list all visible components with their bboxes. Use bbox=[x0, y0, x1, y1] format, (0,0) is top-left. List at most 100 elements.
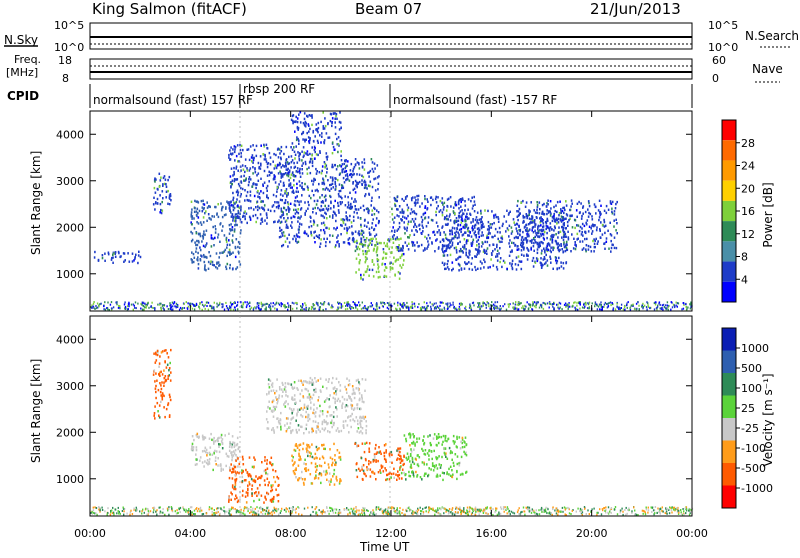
power-cell bbox=[487, 241, 489, 243]
power-ground-cell bbox=[127, 305, 128, 307]
power-cell bbox=[159, 194, 161, 196]
power-cell bbox=[532, 227, 534, 229]
power-cell bbox=[434, 234, 436, 236]
power-cell bbox=[460, 224, 462, 226]
power-cell bbox=[344, 163, 346, 165]
velocity-cell bbox=[340, 458, 342, 460]
power-cell bbox=[240, 180, 242, 182]
power-ground-cell bbox=[518, 301, 519, 303]
power-cell bbox=[526, 233, 528, 235]
velocity-cell bbox=[358, 445, 360, 447]
power-cell bbox=[534, 225, 536, 227]
power-cell bbox=[332, 152, 334, 154]
power-cell bbox=[342, 163, 344, 165]
velocity-cell bbox=[424, 463, 426, 465]
velocity-cell bbox=[195, 458, 197, 460]
power-cell bbox=[299, 236, 301, 238]
power-cell bbox=[209, 217, 211, 219]
power-cell bbox=[336, 118, 338, 120]
power-ground-cell bbox=[166, 305, 167, 307]
power-cell bbox=[598, 209, 600, 211]
power-cell bbox=[334, 200, 336, 202]
power-cell bbox=[345, 211, 347, 213]
power-cell bbox=[599, 211, 601, 213]
power-cell bbox=[324, 205, 326, 207]
power-ground-cell bbox=[601, 309, 602, 311]
power-cell bbox=[565, 227, 567, 229]
power-cell bbox=[401, 266, 403, 268]
velocity-cell bbox=[358, 381, 360, 383]
power-ground-cell bbox=[615, 308, 616, 310]
power-cell bbox=[224, 214, 226, 216]
velocity-cell bbox=[457, 463, 459, 465]
velocity-cell bbox=[160, 371, 162, 373]
power-cell bbox=[230, 175, 232, 177]
power-cell bbox=[309, 195, 311, 197]
power-cell bbox=[260, 155, 262, 157]
power-cell bbox=[591, 233, 593, 235]
power-ground-cell bbox=[272, 305, 273, 307]
power-cell bbox=[399, 222, 401, 224]
power-cell bbox=[466, 216, 468, 218]
velocity-cell bbox=[410, 433, 412, 435]
power-cell bbox=[323, 125, 325, 127]
power-ground-cell bbox=[293, 302, 294, 304]
power-ground-cell bbox=[490, 308, 491, 310]
power-cell bbox=[507, 227, 509, 229]
power-cell bbox=[524, 226, 526, 228]
power-cell bbox=[226, 268, 228, 270]
power-ground-cell bbox=[536, 302, 537, 304]
power-cell bbox=[235, 146, 237, 148]
power-ground-cell bbox=[329, 304, 330, 306]
power-ground-cell bbox=[579, 308, 580, 310]
power-cell bbox=[377, 263, 379, 265]
power-cell bbox=[506, 210, 508, 212]
velocity-cell bbox=[204, 460, 206, 462]
power-cell bbox=[277, 186, 279, 188]
power-ground-cell bbox=[125, 306, 126, 308]
power-cell bbox=[293, 192, 295, 194]
velocity-cell bbox=[323, 448, 325, 450]
power-cell bbox=[557, 236, 559, 238]
velocity-cell bbox=[207, 463, 209, 465]
freq-label: Freq. bbox=[14, 53, 41, 66]
velocity-cell bbox=[232, 477, 234, 479]
power-cell bbox=[326, 238, 328, 240]
power-cell bbox=[191, 240, 193, 242]
power-cell bbox=[547, 218, 549, 220]
power-cell bbox=[264, 154, 266, 156]
power-cell bbox=[298, 241, 300, 243]
power-cell bbox=[556, 262, 558, 264]
velocity-cell bbox=[299, 449, 301, 451]
power-cell bbox=[551, 236, 553, 238]
power-cell bbox=[365, 244, 367, 246]
velocity-cell bbox=[329, 414, 331, 416]
power-cell bbox=[321, 194, 323, 196]
velocity-cell bbox=[397, 475, 399, 477]
power-cell bbox=[204, 212, 206, 214]
power-ground-cell bbox=[671, 301, 672, 303]
power-cell bbox=[560, 219, 562, 221]
velocity-cell bbox=[154, 412, 156, 414]
power-cell bbox=[362, 166, 364, 168]
power-cell bbox=[614, 237, 616, 239]
power-ground-cell bbox=[148, 307, 149, 309]
power-cell bbox=[252, 186, 254, 188]
power-cell bbox=[391, 246, 393, 248]
power-cell bbox=[196, 240, 198, 242]
power-cell bbox=[581, 227, 583, 229]
velocity-cell bbox=[154, 417, 156, 419]
velocity-cell bbox=[163, 406, 165, 408]
power-cell bbox=[320, 229, 322, 231]
velocity-cell bbox=[261, 495, 263, 497]
velocity-cell bbox=[413, 449, 415, 451]
power-ground-cell bbox=[93, 303, 94, 305]
power-ground-cell bbox=[642, 307, 643, 309]
power-cell bbox=[232, 267, 234, 269]
velocity-cell bbox=[361, 468, 363, 470]
velocity-cell bbox=[322, 423, 324, 425]
velocity-scatter bbox=[90, 349, 693, 516]
power-cell bbox=[484, 261, 486, 263]
velocity-cell bbox=[247, 485, 249, 487]
velocity-cell bbox=[333, 473, 335, 475]
